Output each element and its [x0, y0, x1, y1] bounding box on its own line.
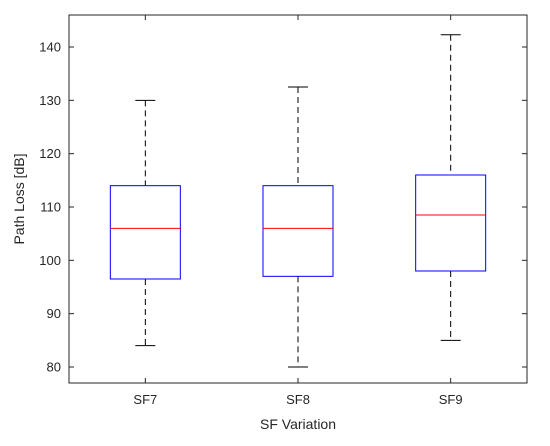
box-sf8 — [262, 86, 334, 368]
boxes — [109, 34, 487, 368]
y-tick-label: 110 — [40, 200, 61, 215]
x-tick-label: SF8 — [286, 392, 310, 407]
box-iqr — [262, 185, 334, 277]
y-tick-label: 80 — [47, 360, 61, 375]
y-axis-label: Path Loss [dB] — [11, 153, 27, 244]
x-tick-label: SF7 — [133, 392, 157, 407]
box-sf7 — [109, 99, 181, 347]
y-axis-ticks: 80 90 100 110 120 130 140 — [39, 40, 527, 375]
x-axis-ticks: SF7 SF8 SF9 — [133, 15, 463, 407]
y-tick-label: 100 — [39, 253, 61, 268]
box-iqr — [415, 174, 487, 272]
box-sf9 — [415, 34, 487, 341]
y-tick-label: 140 — [39, 40, 61, 55]
y-tick-label: 90 — [47, 306, 61, 321]
box-iqr — [109, 185, 181, 280]
x-axis-label: SF Variation — [260, 416, 336, 432]
y-tick-label: 120 — [39, 146, 61, 161]
y-tick-label: 130 — [39, 93, 61, 108]
x-tick-label: SF9 — [439, 392, 463, 407]
